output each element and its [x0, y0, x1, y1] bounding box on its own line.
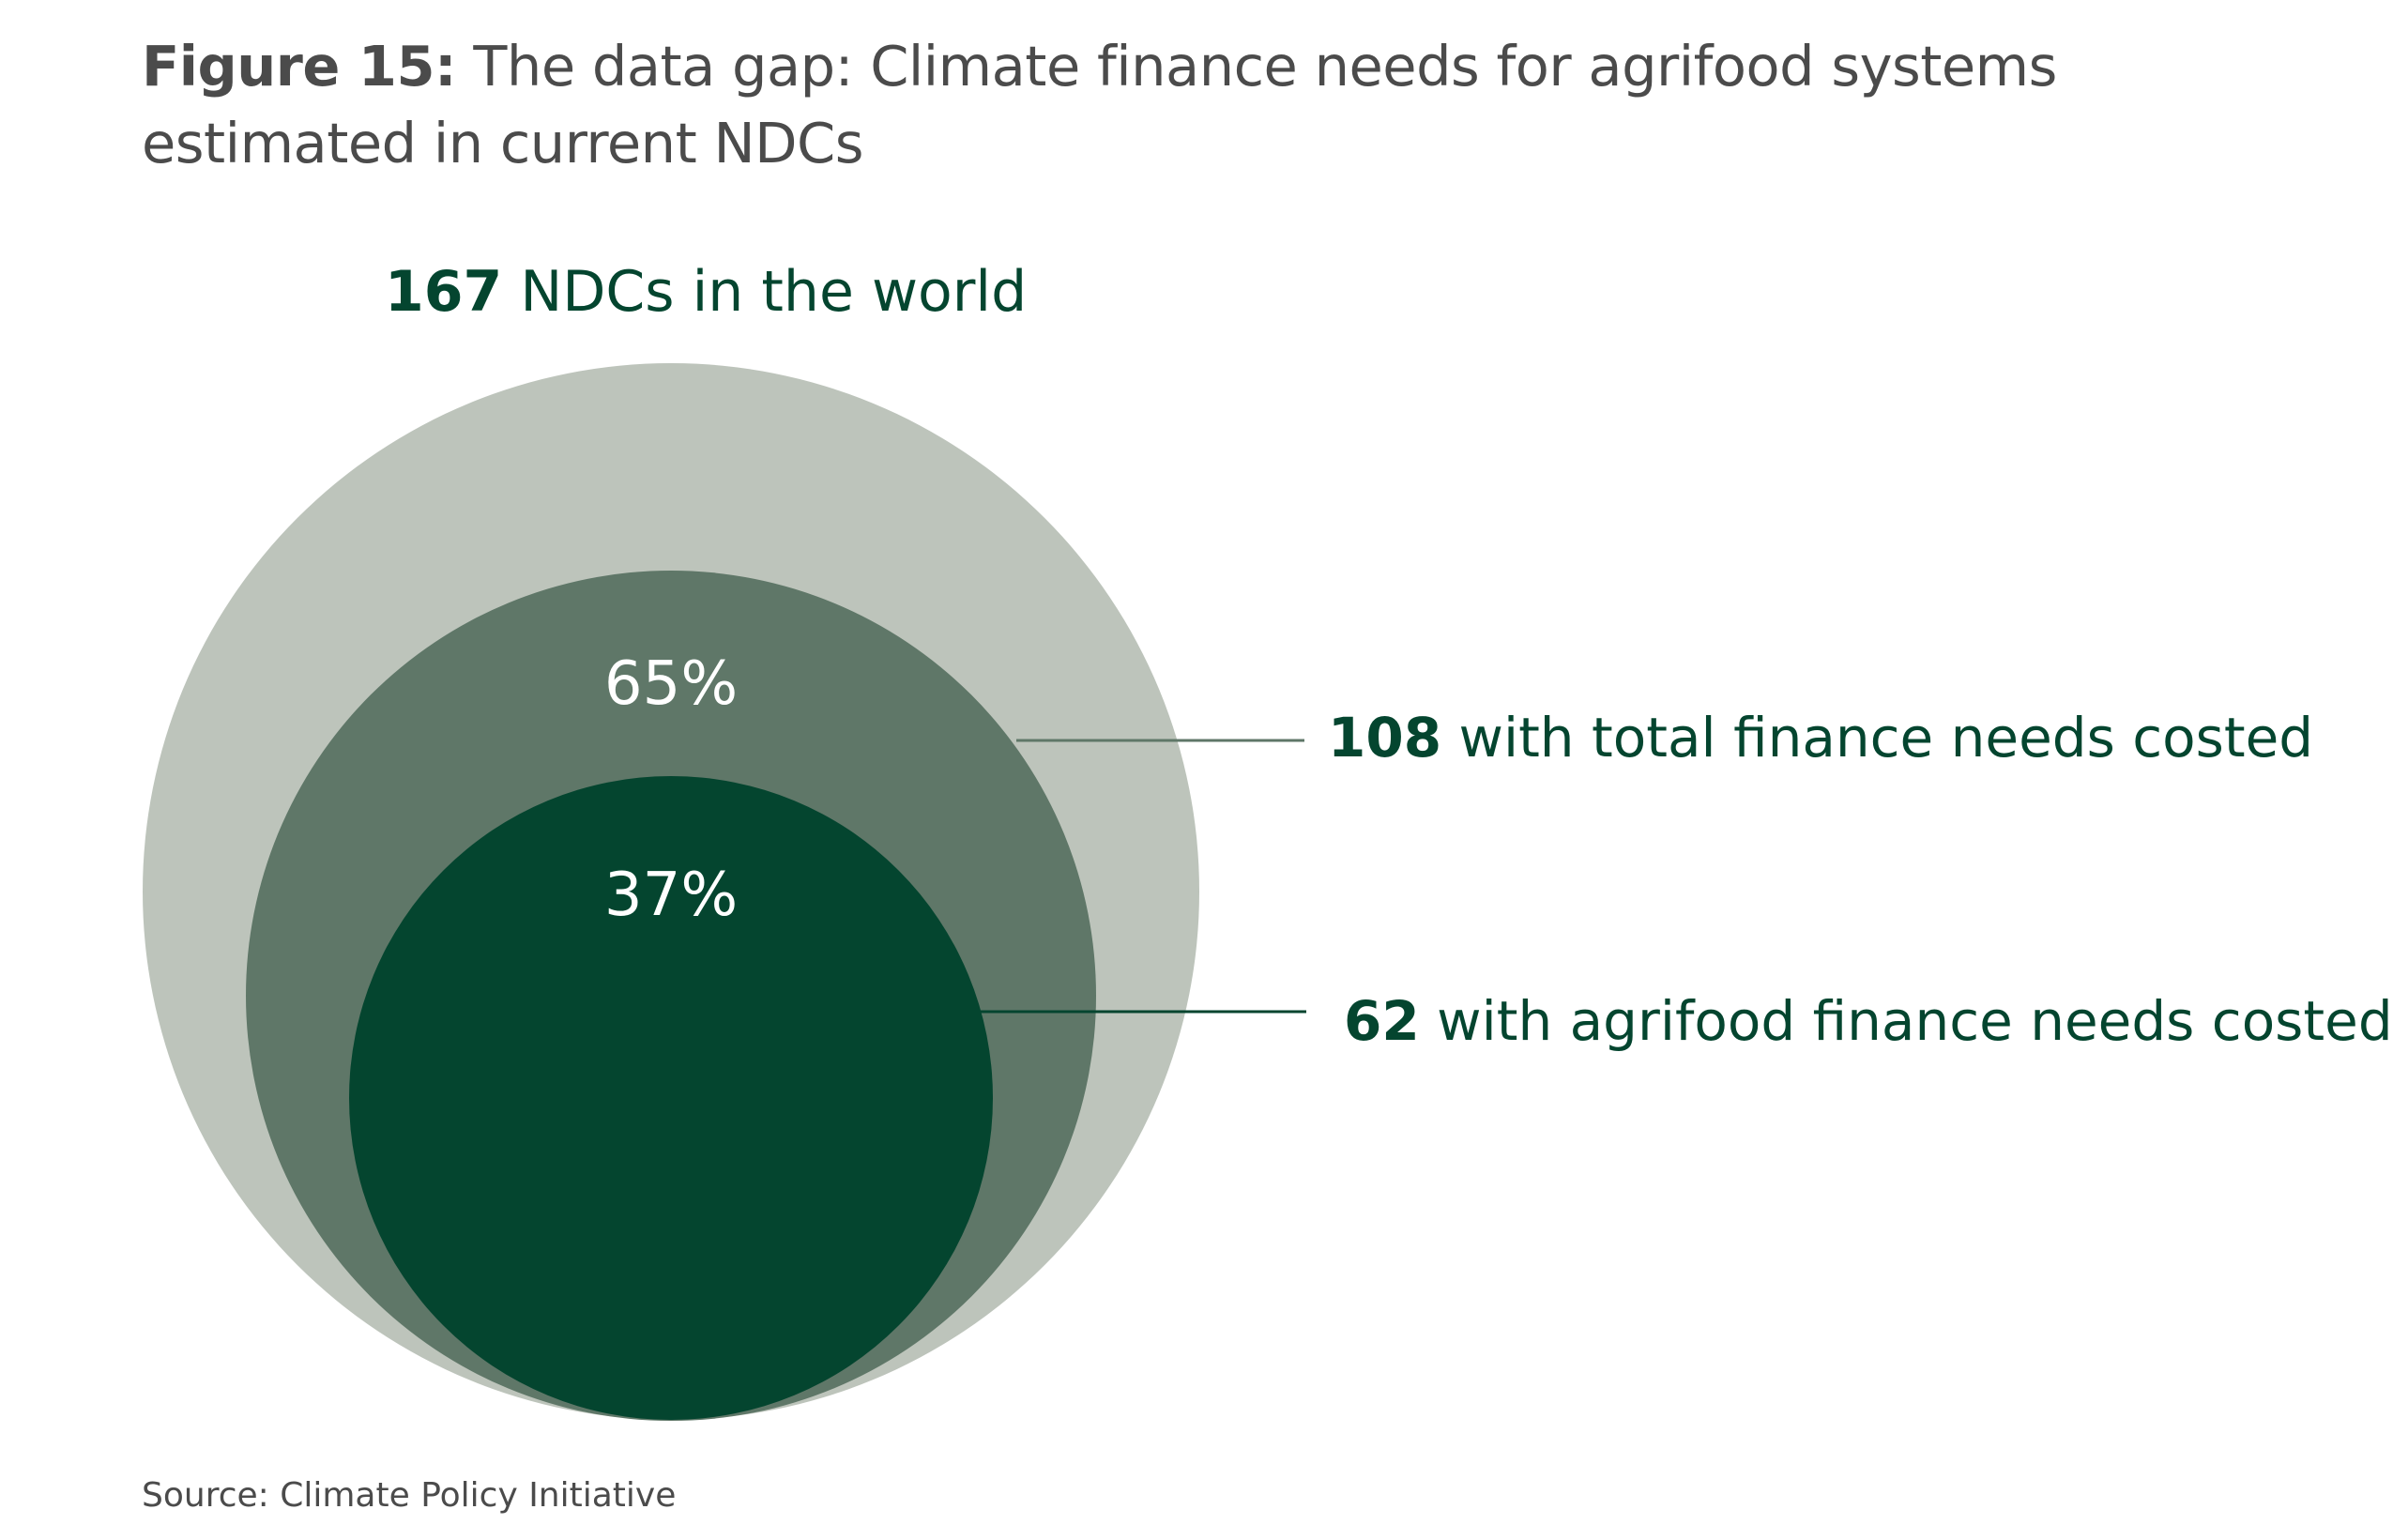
inner-circle [349, 776, 993, 1420]
label-total-costed: 108 with total finance needs costed [1328, 706, 2313, 770]
total-costed-count: 108 [1328, 706, 1441, 770]
agrifood-costed-count: 62 [1344, 989, 1420, 1053]
agrifood-costed-label: with agrifood finance needs costed [1437, 989, 2392, 1053]
label-agrifood-costed: 62 with agrifood finance needs costed [1344, 989, 2393, 1053]
figure-title-text: The data gap: Climate finance needs for … [142, 34, 2057, 175]
label-total-ndcs: 167 NDCs in the world [385, 259, 1027, 325]
pct-agrifood-costed: 37% [604, 861, 738, 930]
source-note: Source: Climate Policy Initiative [142, 1476, 677, 1515]
total-ndcs-label: NDCs in the world [520, 259, 1027, 325]
total-ndcs-count: 167 [385, 259, 502, 325]
total-costed-space [1441, 706, 1458, 770]
pct-total-costed: 65% [604, 649, 738, 719]
figure-label: Figure 15: [142, 34, 457, 99]
total-costed-label: with total finance needs costed [1459, 706, 2314, 770]
total-ndcs-text [502, 259, 520, 325]
figure-title: Figure 15: The data gap: Climate finance… [142, 28, 2300, 182]
agrifood-costed-space [1420, 989, 1437, 1053]
